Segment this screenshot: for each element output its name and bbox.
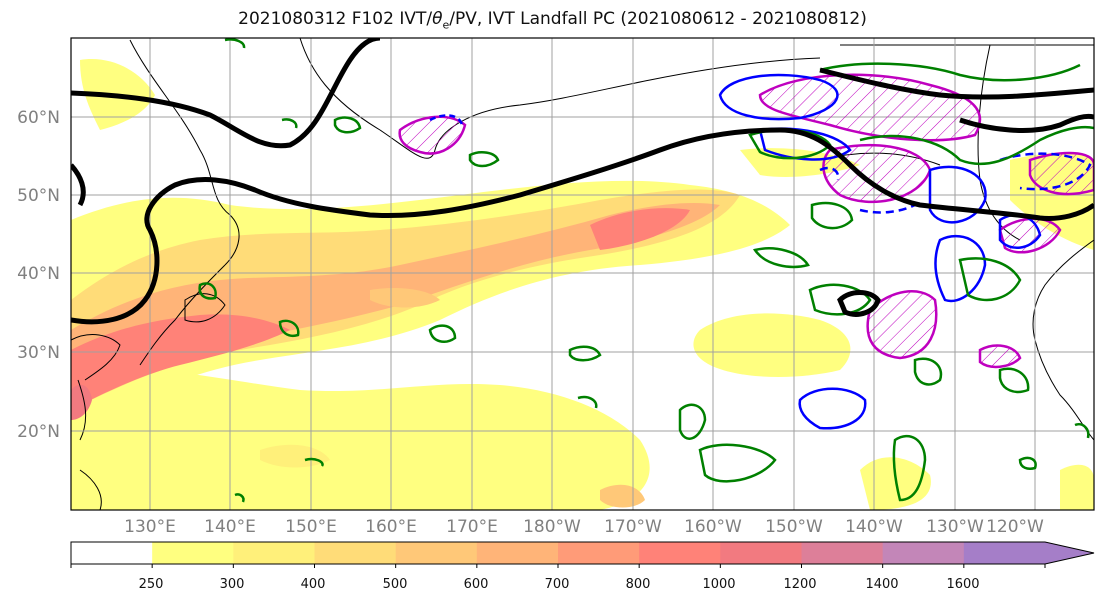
colorbar-tick-label: 600 (464, 577, 489, 592)
longitude-labels: 130°E 140°E 150°E 160°E 170°E 180°W 170°… (124, 517, 1044, 537)
colorbar-swatch (720, 542, 802, 564)
colorbar-swatch (314, 542, 397, 564)
coastlines (71, 38, 1094, 510)
pv-contours (71, 38, 1094, 325)
colorbar-outline (70, 541, 1095, 565)
colorbar-labels: 250 300 400 500 600 700 800 1000 1200 14… (139, 577, 980, 592)
ivt-shading (71, 59, 1094, 510)
colorbar-swatch (71, 542, 153, 564)
colorbar-tick-label: 1400 (865, 577, 898, 592)
colorbar-tick-label: 250 (139, 577, 164, 592)
colorbar-tick-label: 1000 (702, 577, 735, 592)
map-frame (70, 37, 1095, 511)
lon-label: 120°W (986, 517, 1044, 537)
lat-label: 30°N (17, 343, 60, 363)
lon-label: 170°E (446, 517, 498, 537)
figure-title: 2021080312 F102 IVT/θe/PV, IVT Landfall … (238, 9, 867, 32)
lon-label: 150°E (285, 517, 337, 537)
latitude-labels: 60°N 50°N 40°N 30°N 20°N (17, 108, 60, 442)
colorbar-swatch (558, 542, 640, 564)
lon-label: 160°W (684, 517, 742, 537)
lat-label: 20°N (17, 422, 60, 442)
colorbar: 250 300 400 500 600 700 800 1000 1200 14… (70, 541, 1095, 592)
lon-label: 150°W (765, 517, 823, 537)
colorbar-tick-label: 300 (220, 577, 245, 592)
colorbar-swatch (801, 542, 884, 564)
colorbar-tick-label: 1200 (783, 577, 816, 592)
colorbar-tick-label: 1600 (946, 577, 979, 592)
theta-e-contours (198, 38, 1094, 503)
colorbar-swatch (963, 542, 1046, 564)
colorbar-tick-label: 700 (545, 577, 570, 592)
lon-label: 140°E (204, 517, 256, 537)
lat-label: 50°N (17, 186, 60, 206)
map-panel (71, 38, 1094, 510)
colorbar-swatches (71, 542, 1094, 564)
colorbar-tick-label: 800 (626, 577, 651, 592)
lon-label: 160°E (365, 517, 417, 537)
colorbar-swatch (233, 542, 315, 564)
lat-label: 40°N (17, 264, 60, 284)
lon-label: 130°E (124, 517, 176, 537)
colorbar-ticks (70, 564, 1046, 568)
colorbar-swatch (152, 542, 234, 564)
lon-label: 170°W (604, 517, 662, 537)
colorbar-extension (1045, 542, 1094, 564)
lon-label: 130°W (926, 517, 984, 537)
colorbar-swatch (395, 542, 478, 564)
lon-label: 180°W (523, 517, 581, 537)
colorbar-tick-label: 400 (301, 577, 326, 592)
colorbar-swatch (476, 542, 559, 564)
lon-label: 140°W (845, 517, 903, 537)
colorbar-swatch (882, 542, 965, 564)
landfall-pc-hatched (398, 73, 1094, 369)
colorbar-tick-label: 500 (383, 577, 408, 592)
colorbar-swatch (639, 542, 721, 564)
lat-label: 60°N (17, 108, 60, 128)
